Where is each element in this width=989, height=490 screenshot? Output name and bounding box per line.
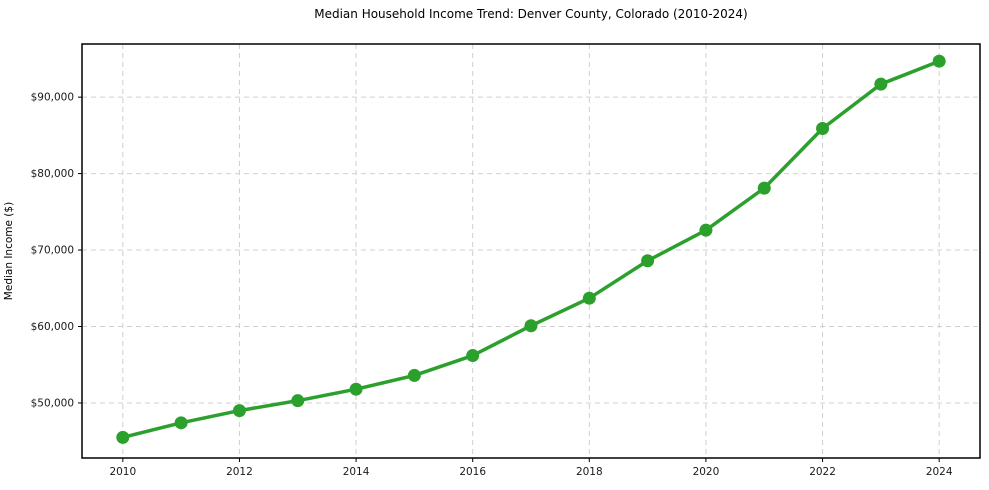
data-point-marker-2023 xyxy=(874,77,888,91)
x-tick-label: 2016 xyxy=(459,466,486,478)
data-point-marker-2024 xyxy=(932,54,946,68)
income-trend-line xyxy=(121,59,941,440)
data-point-marker-2022 xyxy=(816,121,830,135)
data-point-marker-2020 xyxy=(699,223,713,237)
data-point-marker-2021 xyxy=(757,181,771,195)
plot-border xyxy=(81,43,981,459)
data-point-marker-2016 xyxy=(466,349,480,363)
data-point-marker-2018 xyxy=(582,291,596,305)
x-tick-label: 2014 xyxy=(343,466,370,478)
x-tick-label: 2018 xyxy=(576,466,603,478)
x-tick-label: 2022 xyxy=(809,466,836,478)
data-point-marker-2017 xyxy=(524,319,538,333)
y-tick-label: $70,000 xyxy=(31,245,74,257)
chart-title: Median Household Income Trend: Denver Co… xyxy=(314,7,748,21)
x-tick-label: 2020 xyxy=(693,466,720,478)
data-point-marker-2019 xyxy=(641,254,655,268)
y-tick-label: $60,000 xyxy=(31,321,74,333)
y-tick-label: $50,000 xyxy=(31,397,74,409)
data-point-marker-2012 xyxy=(232,404,246,418)
data-point-marker-2014 xyxy=(349,382,363,396)
y-tick-label: $80,000 xyxy=(31,168,74,180)
x-tick-label: 2010 xyxy=(109,466,136,478)
data-point-marker-2010 xyxy=(116,430,130,444)
x-tick-label: 2024 xyxy=(926,466,953,478)
y-tick-label: $90,000 xyxy=(31,92,74,104)
data-point-marker-2013 xyxy=(291,394,305,408)
data-point-marker-2015 xyxy=(407,368,421,382)
x-tick-label: 2012 xyxy=(226,466,253,478)
data-point-marker-2011 xyxy=(174,416,188,430)
